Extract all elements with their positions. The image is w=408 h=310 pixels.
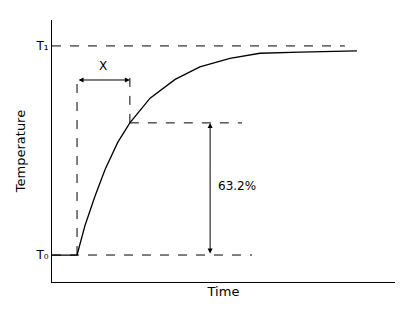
svg-text:Temperature: Temperature — [13, 110, 28, 193]
svg-text:Time: Time — [207, 284, 240, 299]
svg-text:X: X — [99, 59, 107, 73]
svg-text:63.2%: 63.2% — [218, 179, 256, 193]
svg-text:T₁: T₁ — [35, 39, 48, 53]
svg-text:T₀: T₀ — [35, 248, 48, 262]
